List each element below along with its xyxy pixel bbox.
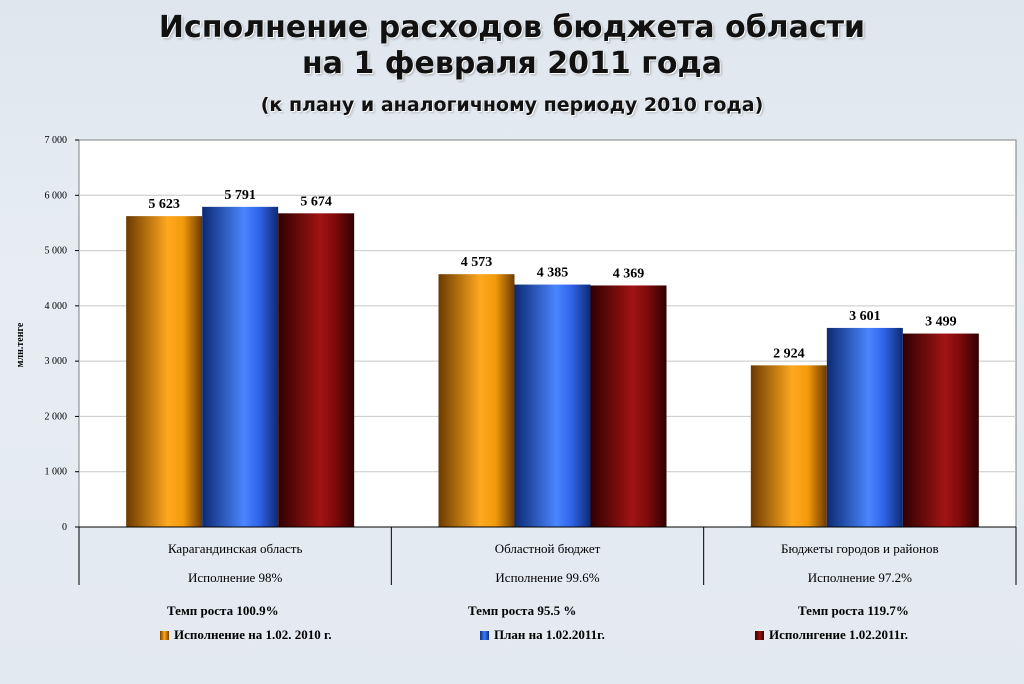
y-tick-label: 7 000 — [45, 135, 68, 146]
chart-title-line1: Исполнение расходов бюджета области — [158, 10, 866, 45]
growth-rate-1: Темп роста 95.5 % — [468, 603, 577, 618]
y-tick-label: 3 000 — [45, 356, 68, 367]
data-label: 5 623 — [148, 197, 180, 212]
legend-swatch-0 — [160, 630, 169, 640]
y-tick-label: 6 000 — [45, 190, 68, 201]
category-sublabel: Исполнение 99.6% — [495, 570, 599, 585]
y-tick-label: 0 — [62, 522, 67, 533]
bar — [826, 327, 903, 527]
data-label: 4 369 — [613, 266, 645, 281]
legend-swatch-2 — [755, 630, 764, 640]
data-label: 3 601 — [849, 309, 881, 324]
y-tick-label: 5 000 — [45, 246, 68, 257]
data-label: 4 573 — [461, 255, 493, 270]
growth-rate-0: Темп роста 100.9% — [167, 603, 279, 618]
data-label: 4 385 — [537, 266, 569, 281]
growth-rate-2: Темп роста 119.7% — [798, 603, 909, 618]
bar — [514, 284, 591, 527]
y-axis-label: млн.тенге — [15, 322, 26, 367]
category-label: Карагандинская область — [168, 541, 303, 556]
category-label: Бюджеты городов и районов — [781, 541, 939, 556]
data-label: 3 499 — [925, 315, 957, 330]
chart-subtitle: (к плану и аналогичному периоду 2010 год… — [260, 94, 764, 116]
data-label: 2 924 — [773, 346, 805, 361]
legend-item-2: Исполнгение 1.02.2011г. — [755, 627, 908, 643]
category-sublabel: Исполнение 98% — [188, 570, 283, 585]
legend-item-1: План на 1.02.2011г. — [480, 627, 605, 643]
y-tick-label: 2 000 — [45, 411, 68, 422]
category-label: Областной бюджет — [495, 541, 601, 556]
y-tick-label: 4 000 — [45, 301, 68, 312]
bar — [126, 216, 203, 528]
category-sublabel: Исполнение 97.2% — [808, 570, 912, 585]
legend-label-1: План на 1.02.2011г. — [494, 627, 605, 642]
bar — [202, 206, 279, 527]
legend-label-2: Исполнгение 1.02.2011г. — [769, 627, 908, 642]
bar — [590, 285, 667, 527]
bar — [750, 365, 827, 527]
data-label: 5 674 — [300, 194, 332, 209]
chart-title-line2: на 1 февраля 2011 года — [302, 46, 722, 81]
bar — [438, 274, 515, 527]
y-tick-label: 1 000 — [45, 467, 68, 478]
legend-item-0: Исполнение на 1.02. 2010 г. — [160, 627, 332, 643]
data-label: 5 791 — [224, 188, 256, 203]
legend-label-0: Исполнение на 1.02. 2010 г. — [174, 627, 332, 642]
title-block: Исполнение расходов бюджета области на 1… — [0, 10, 1024, 116]
bar — [902, 333, 979, 527]
legend-swatch-1 — [480, 630, 489, 640]
bar — [278, 213, 355, 528]
